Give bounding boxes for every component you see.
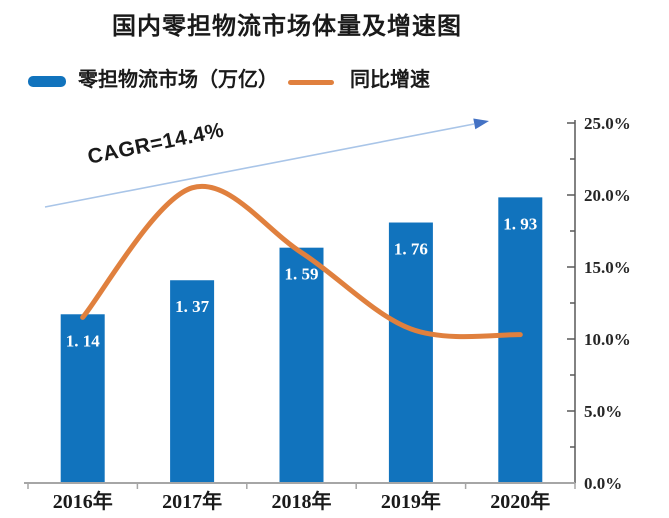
x-axis-label: 2017年	[162, 489, 222, 513]
x-axis-label: 2018年	[272, 489, 332, 513]
x-axis-label: 2020年	[490, 489, 550, 513]
right-axis-tick-label: 10.0%	[584, 330, 631, 349]
right-axis: 0.0% 5.0% 10.0% 15.0% 20.0% 25.0%	[567, 114, 631, 493]
chart-title: 国内零担物流市场体量及增速图	[112, 14, 462, 40]
right-axis-tick-label: 20.0%	[584, 186, 631, 205]
line-series-legend-label: 同比增速	[350, 69, 430, 91]
bar-series-swatch-icon	[28, 76, 66, 87]
right-axis-tick-label: 15.0%	[584, 258, 631, 277]
bar-value-labels: 1. 14 1. 37 1. 59 1. 76 1. 93	[66, 214, 538, 350]
bar-series	[60, 197, 543, 484]
right-axis-tick-label: 0.0%	[584, 474, 622, 493]
bar-value-label: 1. 76	[394, 240, 428, 259]
bar-2016年	[60, 314, 105, 483]
bar-value-label: 1. 14	[66, 331, 101, 350]
bar-value-label: 1. 59	[285, 265, 319, 284]
x-axis-label: 2019年	[381, 489, 441, 513]
bar-2017年	[170, 280, 215, 483]
bar-value-label: 1. 93	[503, 214, 537, 233]
legend: 零担物流市场（万亿） 同比增速	[28, 68, 430, 92]
right-axis-tick-label: 5.0%	[584, 402, 622, 421]
bar-2019年	[388, 222, 433, 483]
trend-arrow-line	[44, 123, 475, 208]
right-axis-tick-label: 25.0%	[584, 114, 631, 133]
bar-value-label: 1. 37	[175, 297, 210, 316]
bar-2018年	[279, 247, 324, 483]
x-axis-label: 2016年	[53, 489, 113, 513]
bar-series-legend-label: 零担物流市场（万亿）	[78, 69, 278, 91]
x-axis: 2016年 2017年 2018年 2019年 2020年	[24, 482, 576, 513]
bar-2020年	[498, 197, 543, 484]
trend-arrow-head-icon	[473, 118, 489, 130]
growth-rate-line	[80, 183, 523, 340]
line-series-swatch-icon	[288, 80, 334, 85]
